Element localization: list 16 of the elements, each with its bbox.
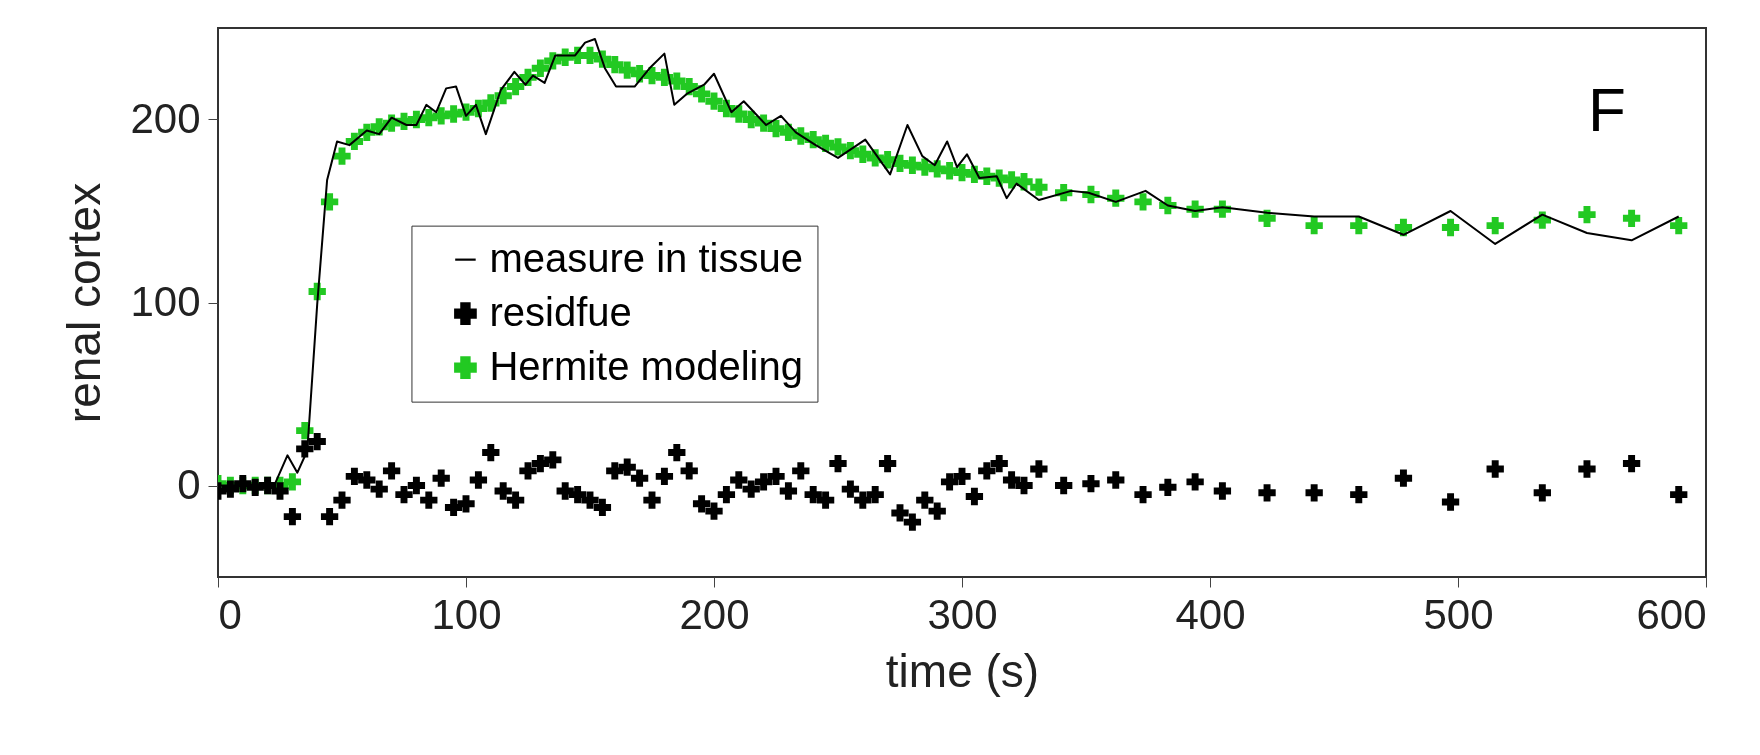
x-axis-title: time (s) bbox=[885, 644, 1040, 697]
x-tick-label: 200 bbox=[679, 590, 750, 638]
y-tick-label: 200 bbox=[130, 95, 201, 142]
x-tick-label: 300 bbox=[927, 590, 998, 638]
x-tick-label: 600 bbox=[1636, 590, 1707, 638]
x-tick-label: 500 bbox=[1423, 590, 1494, 638]
legend-label: measure in tissue bbox=[489, 235, 803, 280]
legend-label: Hermite modeling bbox=[489, 343, 803, 388]
y-axis-title: renal cortex bbox=[58, 182, 111, 424]
y-tick-label: 100 bbox=[130, 278, 201, 325]
annotation: F bbox=[1588, 75, 1626, 144]
x-tick-label: 100 bbox=[431, 590, 502, 638]
y-tick-label: 0 bbox=[177, 461, 201, 508]
x-tick-label: 0 bbox=[218, 590, 242, 638]
legend-label: residfue bbox=[489, 289, 632, 334]
x-tick-label: 400 bbox=[1175, 590, 1246, 638]
